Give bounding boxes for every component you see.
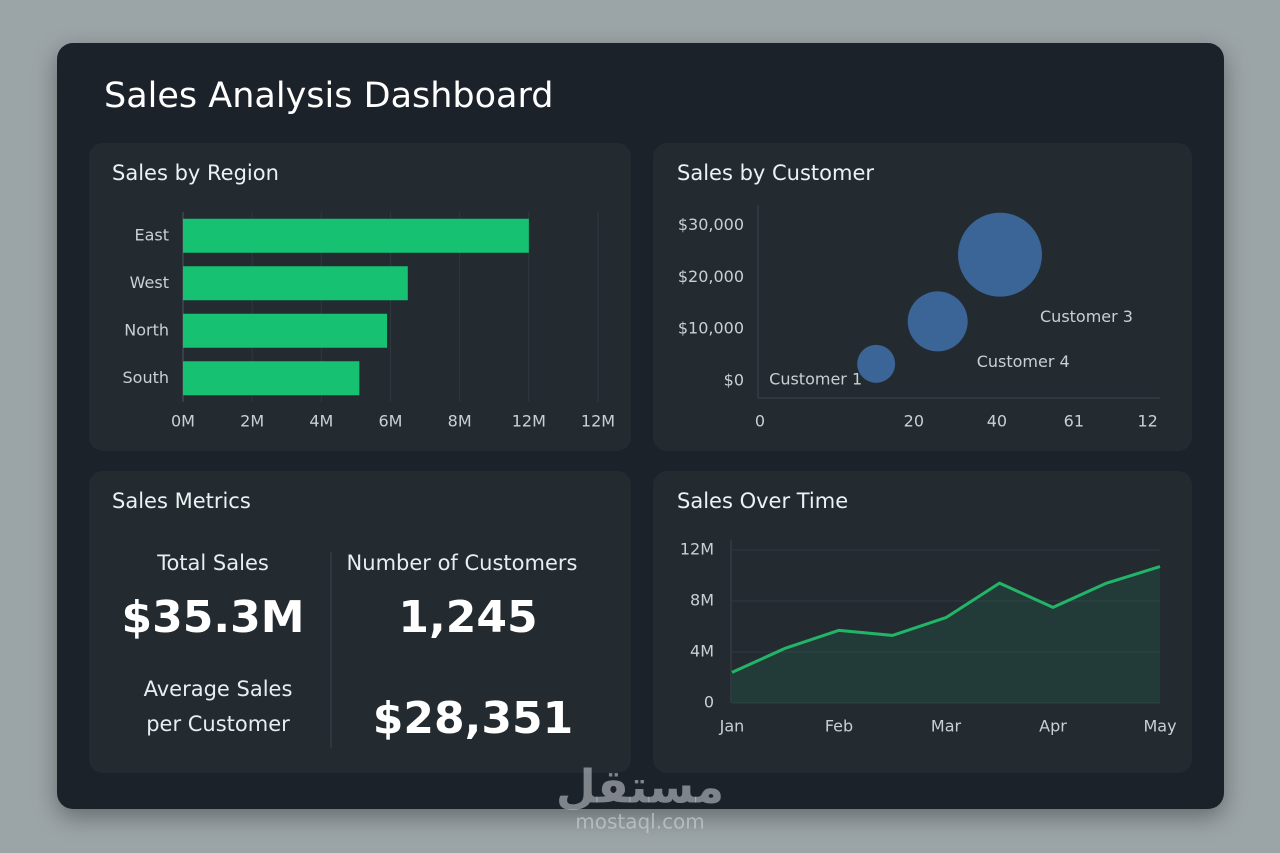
- x-tick-label: 0: [755, 412, 765, 431]
- x-tick-label: 61: [1064, 412, 1084, 431]
- x-tick-label: 20: [904, 412, 924, 431]
- y-tick-label: 0: [704, 693, 714, 712]
- x-tick-label: 12: [1138, 412, 1158, 431]
- dashboard-title: Sales Analysis Dashboard: [104, 76, 554, 116]
- bubble: [857, 344, 896, 383]
- bubble: [907, 291, 968, 352]
- x-tick-label: 6M: [379, 412, 403, 431]
- bar: [183, 313, 388, 348]
- x-tick-label: 40: [987, 412, 1007, 431]
- metric-value: $28,351: [373, 693, 573, 744]
- bubble-label: Customer 3: [1040, 307, 1133, 326]
- area: [732, 566, 1160, 703]
- panel-title: Sales Over Time: [677, 489, 848, 513]
- bubble: [958, 212, 1042, 297]
- y-tick-label: $10,000: [678, 319, 744, 338]
- y-tick-label: North: [124, 320, 169, 339]
- y-tick-label: 12M: [680, 540, 714, 559]
- y-tick-label: $30,000: [678, 215, 744, 234]
- y-tick-label: 8M: [690, 591, 714, 610]
- y-tick-label: 4M: [690, 642, 714, 661]
- x-tick-label: 12M: [581, 412, 615, 431]
- metric-label: Total Sales: [156, 551, 269, 575]
- metric-label: Number of Customers: [347, 551, 578, 575]
- bubble-label: Customer 4: [977, 352, 1070, 371]
- panel-title: Sales Metrics: [112, 489, 251, 513]
- y-tick-label: West: [130, 273, 169, 292]
- x-tick-label: 4M: [309, 412, 333, 431]
- y-tick-label: $20,000: [678, 267, 744, 286]
- x-tick-label: Mar: [931, 717, 962, 736]
- y-tick-label: $0: [724, 370, 744, 389]
- x-tick-label: 12M: [512, 412, 546, 431]
- line: [731, 565, 1161, 674]
- panel-title: Sales by Customer: [677, 161, 874, 185]
- x-tick-label: 0M: [171, 412, 195, 431]
- bar: [183, 361, 360, 396]
- y-tick-label: South: [123, 368, 170, 387]
- y-tick-label: East: [134, 225, 169, 244]
- x-tick-label: Feb: [825, 717, 853, 736]
- panel: [89, 471, 631, 773]
- metric-value: $35.3M: [122, 592, 305, 643]
- bubble-label: Customer 1: [769, 369, 862, 388]
- x-tick-label: Jan: [719, 717, 745, 736]
- bar: [183, 266, 408, 301]
- metric-value: 1,245: [398, 592, 537, 643]
- x-tick-label: 8M: [448, 412, 472, 431]
- bar: [183, 218, 529, 253]
- x-tick-label: 2M: [240, 412, 264, 431]
- metric-label: Average Sales per Customer: [143, 677, 293, 736]
- x-tick-label: Apr: [1039, 717, 1067, 736]
- watermark: مستقل: [556, 760, 724, 814]
- watermark: mostaql.com: [575, 810, 705, 834]
- panel: [653, 471, 1192, 773]
- panel-title: Sales by Region: [112, 161, 279, 185]
- x-tick-label: May: [1143, 717, 1176, 736]
